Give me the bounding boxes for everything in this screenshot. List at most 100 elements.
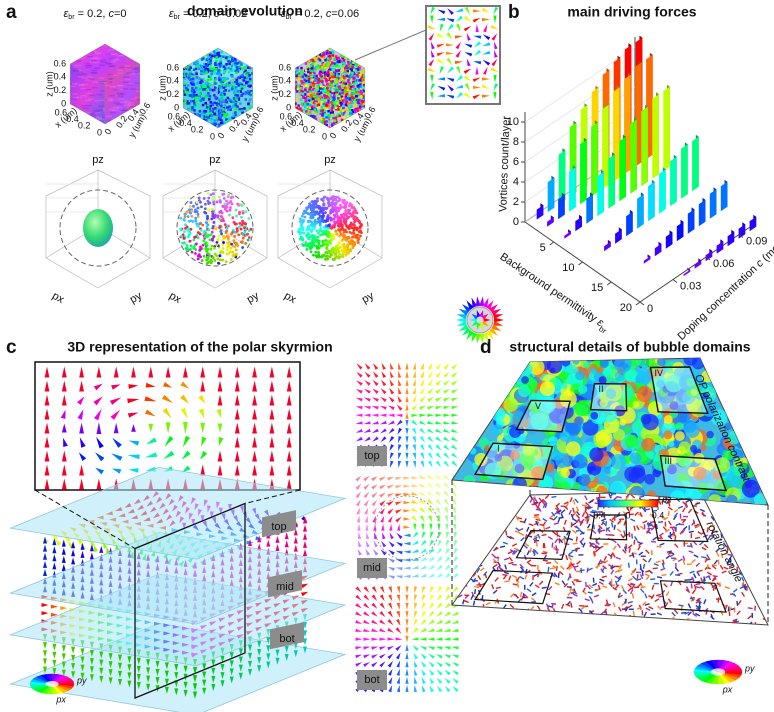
texture-cell: [323, 113, 327, 116]
arrow: [420, 444, 425, 452]
arrow: [405, 594, 409, 602]
polarization-dot: [318, 221, 322, 225]
texture-cell: [90, 57, 97, 60]
arrow: [164, 670, 169, 678]
polarization-dot: [310, 245, 314, 249]
texture-cell: [221, 94, 224, 97]
vortex-ring: [374, 495, 440, 561]
polarization-dot: [240, 204, 244, 207]
polarization-dot: [221, 217, 225, 221]
texture-cell: [237, 93, 241, 96]
arrow: [161, 394, 173, 404]
arrow: [403, 501, 411, 505]
arrow: [387, 508, 394, 515]
arrow: [443, 646, 451, 650]
texture-cell: [195, 93, 198, 97]
texture-cell: [297, 64, 301, 67]
rotation-mark: [694, 523, 700, 527]
panel-label: b: [508, 2, 520, 23]
texture-cell: [215, 56, 219, 59]
panel-title: main driving forces: [567, 4, 696, 20]
arrow: [371, 492, 378, 498]
polarization-dot: [227, 201, 230, 205]
arrow: [146, 675, 151, 683]
arrow: [93, 396, 103, 406]
texture-cell: [240, 85, 243, 88]
texture-cell: [337, 109, 341, 113]
arrow: [395, 645, 402, 651]
arrow: [420, 548, 427, 554]
polarization-dot: [316, 247, 319, 250]
arrow: [389, 532, 394, 540]
polarization-dot: [244, 241, 248, 245]
layer-field: [355, 474, 459, 580]
polarization-dot: [352, 235, 355, 239]
polarization-dot: [331, 201, 334, 204]
arrow: [435, 406, 443, 410]
arrow: [405, 419, 409, 427]
arrow: [43, 642, 47, 650]
bar: [716, 241, 724, 254]
texture-cell: [303, 93, 307, 96]
arrow: [419, 405, 427, 411]
texture-cell: [84, 62, 91, 64]
texture-cell: [219, 70, 222, 73]
polarization-dot: [360, 223, 363, 226]
texture-cell: [214, 61, 217, 65]
rotation-mark: [627, 604, 633, 609]
texture-cell: [307, 80, 311, 84]
polarization-dot: [197, 253, 201, 257]
arrow: [357, 540, 362, 548]
arrow: [443, 406, 451, 410]
arrow: [451, 380, 458, 386]
polarization-dot: [206, 252, 210, 255]
texture-cell: [198, 114, 202, 117]
rotation-mark: [639, 564, 642, 570]
arrow: [371, 428, 379, 434]
arrow: [443, 436, 450, 442]
polarization-dot: [189, 227, 193, 231]
texture-cell: [301, 81, 305, 84]
arrow: [412, 379, 416, 387]
texture-cell: [82, 73, 89, 75]
arrow: [99, 545, 104, 553]
arrow: [229, 668, 234, 676]
arrow: [127, 672, 132, 680]
x-tick-label: 5: [540, 242, 546, 254]
texture-cell: [352, 82, 356, 86]
texture-cell: [321, 89, 325, 92]
texture-cell: [120, 101, 127, 103]
arrow: [456, 23, 461, 32]
arrow: [398, 444, 402, 452]
texture-cell: [346, 114, 350, 118]
arrow: [395, 414, 403, 418]
texture-cell: [333, 106, 336, 109]
arrow: [420, 370, 425, 378]
arrow: [275, 657, 280, 665]
texture-cell: [219, 115, 222, 119]
arrow: [444, 677, 451, 684]
polarization-dot: [327, 250, 331, 254]
texture-cell: [313, 67, 317, 70]
texture-cell: [237, 82, 240, 86]
y-tick-label: 0.09: [746, 235, 767, 247]
texture-cell: [87, 75, 94, 78]
arrow: [456, 320, 467, 326]
polarization-dot: [320, 229, 324, 233]
layer-label: top: [271, 521, 286, 533]
texture-cell: [333, 100, 337, 104]
texture-cell: [336, 105, 339, 108]
polarization-dot: [320, 211, 324, 214]
texture-cell: [307, 77, 311, 81]
texture-cell: [241, 75, 244, 78]
texture-cell: [216, 112, 218, 115]
texture-cell: [227, 57, 230, 60]
arrow: [61, 661, 66, 669]
arrow: [405, 444, 409, 452]
arrow: [355, 491, 361, 499]
cube-face: [104, 63, 141, 125]
polarization-dot: [236, 244, 240, 248]
texture-cell: [196, 62, 200, 65]
texture-cell: [224, 64, 227, 68]
polarization-dot: [235, 229, 239, 233]
